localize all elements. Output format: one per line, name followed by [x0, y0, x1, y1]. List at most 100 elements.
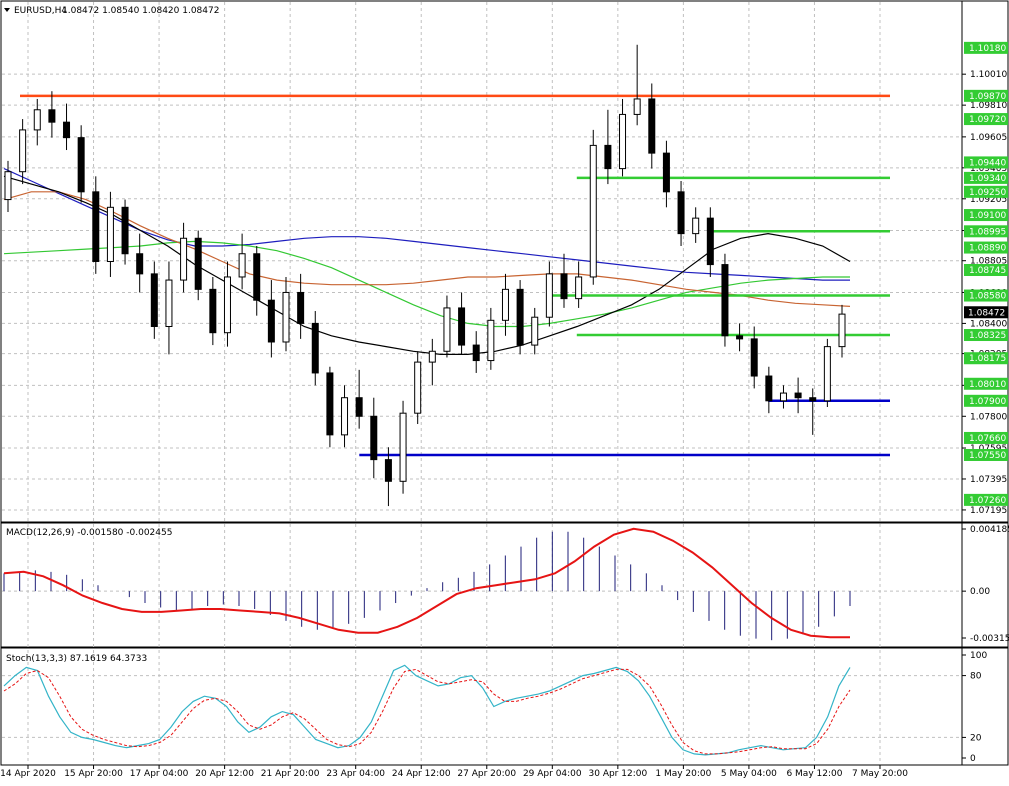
level-label: 1.07660 — [969, 434, 1006, 444]
level-label: 1.08580 — [969, 292, 1006, 302]
candle-body — [604, 144, 612, 170]
level-label: 1.09340 — [969, 174, 1006, 184]
candle-body — [516, 288, 524, 346]
candle-body — [692, 217, 700, 235]
level-label-bg — [964, 209, 1008, 222]
candle-body — [399, 412, 407, 482]
level-label-bg — [964, 41, 1008, 54]
level-lines[interactable] — [20, 94, 890, 457]
candle-body — [282, 291, 290, 343]
stochastic-panel: 100 80 20 0 — [2, 651, 987, 764]
level-label-bg — [964, 156, 1008, 169]
candle-body — [311, 322, 319, 374]
candle-body — [838, 313, 846, 348]
y-tick-label: 1.07800 — [970, 412, 1007, 422]
candle-body — [253, 253, 261, 301]
chevron-down-icon[interactable] — [4, 8, 10, 12]
candle-body — [106, 206, 114, 262]
candle-body — [267, 299, 275, 343]
candles — [4, 44, 846, 507]
candle-body — [355, 397, 363, 417]
level-label: 1.08890 — [969, 244, 1006, 254]
x-tick-label: 15 Apr 20:00 — [64, 769, 123, 779]
y-tick-label: 1.07395 — [970, 475, 1007, 485]
x-tick-label: 17 Apr 04:00 — [130, 769, 189, 779]
x-tick-label: 24 Apr 12:00 — [392, 769, 451, 779]
y-tick-label: 1.07195 — [970, 506, 1007, 516]
x-tick-label: 14 Apr 2020 — [0, 769, 56, 779]
x-tick-label: 21 Apr 20:00 — [261, 769, 320, 779]
candle-body — [779, 392, 787, 402]
macd-label: MACD(12,26,9) -0.001580 -0.002455 — [6, 528, 172, 538]
candle-body — [136, 253, 144, 275]
ohlc-label: 1.08472 1.08540 1.08420 1.08472 — [62, 6, 219, 16]
level-label-bg — [964, 493, 1008, 506]
ma-green-line — [3, 240, 850, 328]
stoch-signal-line — [3, 668, 851, 755]
x-tick-label: 27 Apr 20:00 — [457, 769, 516, 779]
y-tick-label: 1.08805 — [970, 257, 1007, 267]
level-label-bg — [964, 394, 1008, 407]
level-label: 1.08175 — [969, 354, 1006, 364]
candle-body — [326, 372, 334, 436]
candle-body — [209, 288, 217, 334]
level-label: 1.09440 — [969, 158, 1006, 168]
candle-body — [443, 307, 451, 352]
macd-panel: 0.004185 0.00 -0.003155 — [2, 525, 1009, 644]
candle-body — [63, 121, 71, 139]
candle-body — [384, 459, 392, 482]
stoch-tick-label: 100 — [970, 651, 987, 661]
candle-body — [545, 273, 553, 318]
level-label: 1.07260 — [969, 496, 1006, 506]
macd-tick-label: -0.003155 — [970, 634, 1009, 644]
level-label: 1.09870 — [969, 92, 1006, 102]
macd-panel-frame — [0, 522, 1009, 648]
candle-body — [501, 288, 509, 321]
price-axis: 1.100101.098101.096051.094051.092051.090… — [962, 41, 1008, 516]
candle-body — [765, 375, 773, 402]
candle-body — [48, 109, 56, 123]
candle-body — [150, 273, 158, 328]
stoch-tick-label: 20 — [970, 733, 982, 743]
level-label: 1.08995 — [969, 227, 1006, 237]
x-tick-label: 5 May 04:00 — [721, 769, 777, 779]
candle-body — [809, 397, 817, 402]
level-label: 1.10180 — [969, 44, 1006, 54]
level-label-bg — [964, 289, 1008, 302]
candle-body — [575, 276, 583, 300]
x-tick-label: 7 May 20:00 — [852, 769, 908, 779]
candle-body — [238, 253, 246, 278]
current-price-label: 1.08472 — [968, 308, 1005, 318]
level-label-bg — [964, 185, 1008, 198]
candle-body — [633, 98, 641, 115]
candle-body — [794, 392, 802, 399]
level-label: 1.08010 — [969, 380, 1006, 390]
time-axis: 14 Apr 2020 15 Apr 20:00 17 Apr 04:00 20 Ap… — [0, 765, 908, 779]
level-label-bg — [964, 352, 1008, 365]
candle-body — [33, 109, 41, 131]
macd-tick-label: 0.00 — [970, 587, 990, 597]
symbol-label: EURUSD,H4 — [14, 6, 67, 16]
level-label: 1.09720 — [969, 115, 1006, 125]
candle-body — [648, 98, 656, 154]
candle-body — [458, 307, 466, 346]
x-tick-label: 20 Apr 12:00 — [195, 769, 254, 779]
level-label-bg — [964, 225, 1008, 238]
x-tick-label: 6 May 12:00 — [786, 769, 842, 779]
candle-body — [531, 316, 539, 346]
candle-body — [677, 191, 685, 235]
level-label: 1.09100 — [969, 211, 1006, 221]
candle-body — [619, 113, 627, 170]
candle-body — [180, 237, 188, 281]
ma-brown-line — [3, 191, 851, 307]
candle-body — [92, 191, 100, 262]
stoch-panel-frame — [0, 647, 1009, 766]
candle-body — [4, 171, 12, 201]
level-label: 1.08325 — [969, 331, 1006, 341]
current-price-bg — [964, 306, 1008, 319]
candle-body — [297, 291, 305, 324]
y-tick-label: 1.09605 — [970, 133, 1007, 143]
candle-body — [487, 319, 495, 362]
